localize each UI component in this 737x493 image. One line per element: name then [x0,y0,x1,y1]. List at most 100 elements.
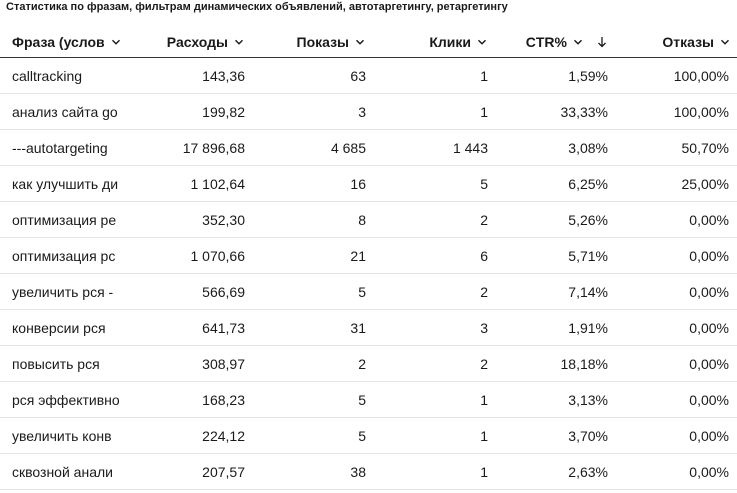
cell-ctr-value: 1,91% [568,319,608,336]
cell-shows: 21 [251,237,372,274]
table-row[interactable]: как улучшить ди 1 102,64 16 5 6,25% 25,00% [0,165,737,202]
cell-clicks-value: 6 [480,247,488,264]
cell-clicks: 1 [372,57,494,94]
cell-clicks: 1 [372,93,494,130]
table-row[interactable]: рся эффективно 168,23 5 1 3,13% 0,00% [0,381,737,418]
cell-phrase-value: оптимизация рс [12,247,116,264]
cell-phrase: увеличить конв [0,417,122,454]
cell-bounce-value: 0,00% [689,355,729,372]
cell-ctr-value: 3,08% [568,139,608,156]
column-header-label: Клики [429,34,471,50]
column-header-clicks[interactable]: Клики [372,27,494,58]
cell-shows: 2 [251,345,372,382]
chevron-down-icon[interactable] [476,36,488,48]
cell-shows-value: 16 [350,175,366,192]
cell-cost: 143,36 [122,57,251,94]
cell-phrase-value: сквозной анали [12,463,113,480]
cell-ctr-value: 6,25% [568,175,608,192]
column-header-ctr[interactable]: CTR% [494,27,616,58]
cell-cost: 641,73 [122,309,251,346]
sort-descending-arrow-icon[interactable] [596,35,608,49]
cell-shows: 16 [251,165,372,202]
column-header-bounce[interactable]: Отказы [616,27,737,58]
cell-clicks-value: 1 [480,463,488,480]
cell-bounce-value: 0,00% [689,211,729,228]
report-title: Статистика по фразам, фильтрам динамичес… [6,1,508,13]
cell-shows: 4 685 [251,129,372,166]
chevron-down-icon[interactable] [572,36,584,48]
column-header-phrase[interactable]: Фраза (услов [0,27,122,58]
cell-clicks-value: 2 [480,211,488,228]
cell-clicks: 2 [372,345,494,382]
cell-shows-value: 5 [358,283,366,300]
chevron-down-icon[interactable] [354,36,366,48]
cell-clicks: 6 [372,237,494,274]
cell-clicks: 1 [372,381,494,418]
cell-ctr: 3,08% [494,129,616,166]
cell-cost: 17 896,68 [122,129,251,166]
cell-phrase: конверсии рся [0,309,122,346]
chevron-down-icon[interactable] [110,36,122,48]
cell-ctr-value: 1,59% [568,67,608,84]
cell-bounce-value: 100,00% [673,103,729,120]
cell-shows-value: 4 685 [330,139,366,156]
cell-ctr-value: 2,63% [568,463,608,480]
cell-cost: 199,82 [122,93,251,130]
table-row[interactable]: сквозной анали 207,57 38 1 2,63% 0,00% [0,453,737,490]
cell-clicks: 2 [372,273,494,310]
cell-ctr-value: 5,26% [568,211,608,228]
cell-bounce: 25,00% [616,165,737,202]
cell-phrase: сквозной анали [0,453,122,490]
cell-cost-value: 641,73 [202,319,245,336]
table-row[interactable]: анализ сайта go 199,82 3 1 33,33% 100,00% [0,93,737,130]
cell-cost-value: 17 896,68 [182,139,245,156]
cell-phrase-value: оптимизация ре [12,211,117,228]
cell-shows: 5 [251,273,372,310]
statistics-table: Фраза (услов Расходы Показы [0,27,737,490]
cell-clicks: 1 [372,417,494,454]
cell-bounce-value: 0,00% [689,283,729,300]
cell-cost: 207,57 [122,453,251,490]
cell-bounce-value: 50,70% [681,139,729,156]
cell-shows: 8 [251,201,372,238]
cell-phrase-value: увеличить рся - [12,283,114,300]
cell-clicks-value: 1 [480,391,488,408]
column-header-cost[interactable]: Расходы [122,27,251,58]
cell-clicks: 2 [372,201,494,238]
column-header-label: CTR% [525,34,567,50]
chevron-down-icon[interactable] [719,36,731,48]
chevron-down-icon[interactable] [233,36,245,48]
cell-bounce: 100,00% [616,57,737,94]
table-row[interactable]: повысить рся 308,97 2 2 18,18% 0,00% [0,345,737,382]
table-row[interactable]: оптимизация ре 352,30 8 2 5,26% 0,00% [0,201,737,238]
cell-clicks-value: 1 443 [452,139,488,156]
cell-clicks: 5 [372,165,494,202]
cell-ctr: 2,63% [494,453,616,490]
cell-clicks-value: 5 [480,175,488,192]
cell-phrase-value: как улучшить ди [12,175,119,192]
cell-cost: 224,12 [122,417,251,454]
table-row[interactable]: увеличить рся - 566,69 5 2 7,14% 0,00% [0,273,737,310]
cell-shows-value: 3 [358,103,366,120]
cell-cost-value: 168,23 [202,391,245,408]
table-row[interactable]: оптимизация рс 1 070,66 21 6 5,71% 0,00% [0,237,737,274]
table-row[interactable]: calltracking 143,36 63 1 1,59% 100,00% [0,57,737,94]
cell-cost-value: 224,12 [202,427,245,444]
column-header-shows[interactable]: Показы [251,27,372,58]
cell-phrase-value: calltracking [12,67,83,84]
cell-bounce-value: 0,00% [689,391,729,408]
cell-phrase: как улучшить ди [0,165,122,202]
cell-shows-value: 8 [358,211,366,228]
cell-bounce: 0,00% [616,201,737,238]
cell-cost-value: 308,97 [202,355,245,372]
cell-cost: 308,97 [122,345,251,382]
cell-cost: 566,69 [122,273,251,310]
cell-clicks-value: 1 [480,427,488,444]
cell-phrase-value: ---autotargeting [12,139,108,156]
cell-ctr: 7,14% [494,273,616,310]
cell-phrase: оптимизация рс [0,237,122,274]
table-row[interactable]: конверсии рся 641,73 31 3 1,91% 0,00% [0,309,737,346]
table-row[interactable]: ---autotargeting 17 896,68 4 685 1 443 3,08%… [0,129,737,166]
table-row[interactable]: увеличить конв 224,12 5 1 3,70% 0,00% [0,417,737,454]
cell-bounce-value: 0,00% [689,427,729,444]
